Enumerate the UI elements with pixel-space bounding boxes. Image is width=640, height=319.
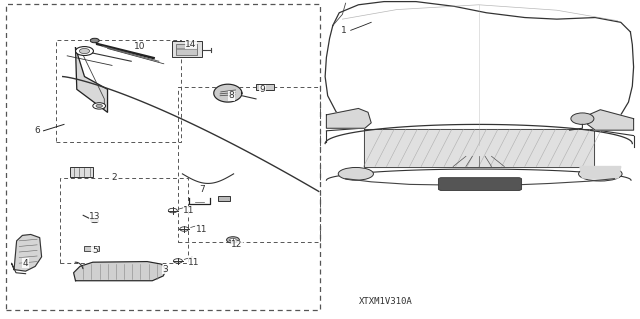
Text: 7: 7 [199,185,204,194]
Polygon shape [326,108,371,128]
Polygon shape [76,48,108,112]
Circle shape [227,237,239,243]
Text: 14: 14 [185,40,196,48]
Text: 9: 9 [260,85,265,94]
Bar [60,178,188,263]
Bar [84,246,99,251]
Text: 1: 1 [342,26,347,35]
Text: 11: 11 [183,206,195,215]
Bar [56,40,181,142]
Circle shape [90,38,99,43]
Text: 4: 4 [23,259,28,268]
Circle shape [96,104,102,108]
Text: 3: 3 [163,265,168,274]
Text: 8: 8 [229,91,234,100]
Text: 5: 5 [92,246,97,255]
Text: 11: 11 [196,225,207,234]
Bar [176,44,197,55]
Ellipse shape [579,167,622,181]
Polygon shape [364,129,594,167]
Text: 12: 12 [231,240,243,249]
Ellipse shape [339,167,374,180]
Circle shape [79,48,90,54]
Text: 6: 6 [35,126,40,135]
Text: 13: 13 [89,212,100,221]
Text: 11: 11 [188,258,200,267]
Bar [218,196,230,201]
Circle shape [571,113,594,124]
Polygon shape [588,110,634,130]
Bar [70,167,93,177]
Circle shape [93,103,106,109]
Text: 2: 2 [111,173,116,182]
Bar [172,41,202,57]
Polygon shape [214,84,242,102]
Circle shape [91,219,99,223]
Bar [6,4,320,310]
Bar [256,84,274,90]
Bar [178,87,320,242]
Polygon shape [14,234,42,271]
Polygon shape [580,167,621,178]
Circle shape [76,47,93,56]
FancyBboxPatch shape [438,178,522,190]
Circle shape [230,238,236,241]
Text: 10: 10 [134,42,145,51]
Polygon shape [74,262,166,281]
Text: XTXM1V310A: XTXM1V310A [359,297,413,306]
